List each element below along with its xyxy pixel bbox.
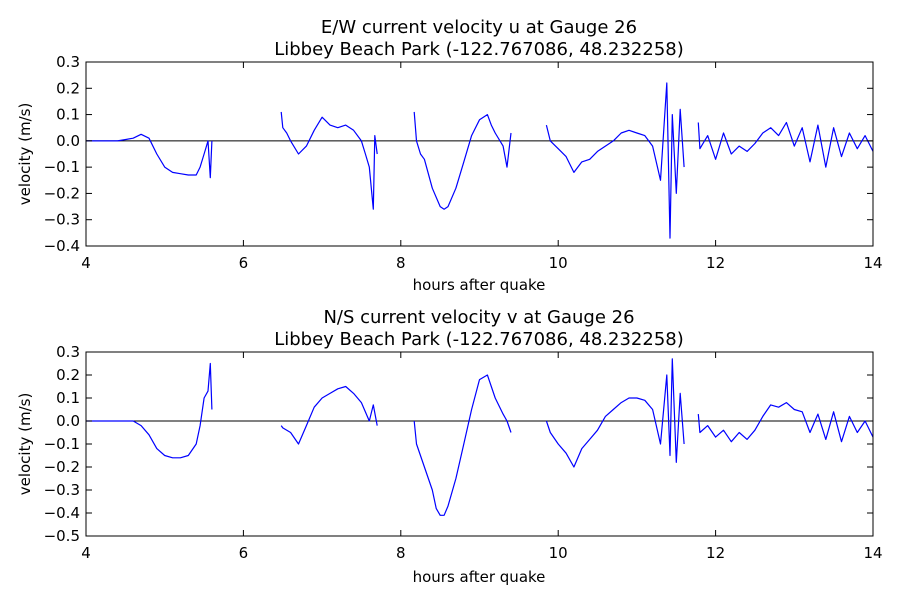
x-axis-label: hours after quake bbox=[413, 568, 546, 586]
y-tick-label: 0.3 bbox=[56, 343, 80, 361]
chart-subtitle: Libbey Beach Park (-122.767086, 48.23225… bbox=[274, 39, 684, 60]
x-tick-label: 8 bbox=[396, 544, 406, 562]
series-line-segment bbox=[545, 358, 685, 468]
y-tick-label: −0.3 bbox=[44, 481, 80, 499]
series-line-segment bbox=[280, 385, 378, 445]
x-tick-label: 12 bbox=[706, 254, 725, 272]
series-line-segment bbox=[697, 121, 874, 168]
y-tick-label: 0.2 bbox=[56, 79, 80, 97]
y-tick-label: −0.1 bbox=[44, 435, 80, 453]
series-line-segment bbox=[86, 362, 213, 459]
chart-subtitle: Libbey Beach Park (-122.767086, 48.23225… bbox=[274, 329, 684, 350]
x-tick-label: 8 bbox=[396, 254, 406, 272]
plot-frame bbox=[85, 61, 874, 247]
y-tick-label: 0.1 bbox=[56, 106, 80, 124]
y-tick-label: −0.5 bbox=[44, 527, 80, 545]
series-line-segment bbox=[413, 111, 512, 210]
chart-ew-velocity: E/W current velocity u at Gauge 26 Libbe… bbox=[16, 17, 883, 294]
x-tick-label: 10 bbox=[549, 544, 568, 562]
series-line-segment bbox=[86, 133, 213, 179]
y-tick-label: −0.4 bbox=[44, 504, 80, 522]
x-axis-label: hours after quake bbox=[413, 276, 546, 294]
y-tick-label: −0.2 bbox=[44, 184, 80, 202]
y-tick-label: 0.0 bbox=[56, 412, 80, 430]
x-tick-label: 6 bbox=[239, 254, 249, 272]
y-axis-label: velocity (m/s) bbox=[16, 103, 34, 206]
x-tick-label: 14 bbox=[863, 254, 882, 272]
y-tick-label: −0.2 bbox=[44, 458, 80, 476]
y-tick-label: 0.3 bbox=[56, 53, 80, 71]
x-tick-label: 14 bbox=[863, 544, 882, 562]
series-line-segment bbox=[413, 374, 512, 516]
y-tick-label: −0.4 bbox=[44, 237, 80, 255]
y-tick-label: −0.1 bbox=[44, 158, 80, 176]
y-tick-label: 0.0 bbox=[56, 132, 80, 150]
y-tick-label: −0.3 bbox=[44, 211, 80, 229]
y-tick-label: 0.2 bbox=[56, 366, 80, 384]
plot-area: 4 6 8 10 12 14 0.3 0.2 0.1 0.0 −0.1 −0.2 −0.3 −0.4 bbox=[44, 53, 883, 272]
plot-area: 4 6 8 10 12 14 0.3 0.2 0.1 0.0 −0.1 −0.2 −0.3 −0.4 −0.… bbox=[44, 343, 883, 562]
x-tick-label: 10 bbox=[549, 254, 568, 272]
y-tick-label: 0.1 bbox=[56, 389, 80, 407]
series-line-segment bbox=[280, 111, 378, 210]
x-tick-label: 12 bbox=[706, 544, 725, 562]
chart-title: N/S current velocity v at Gauge 26 bbox=[323, 307, 634, 328]
chart-ns-velocity: N/S current velocity v at Gauge 26 Libbe… bbox=[16, 307, 883, 586]
y-axis-label: velocity (m/s) bbox=[16, 393, 34, 496]
chart-title: E/W current velocity u at Gauge 26 bbox=[321, 17, 637, 38]
series-line-segment bbox=[545, 82, 685, 239]
x-tick-label: 4 bbox=[81, 254, 91, 272]
series-line-segment bbox=[697, 402, 874, 443]
x-tick-label: 6 bbox=[239, 544, 249, 562]
x-tick-label: 4 bbox=[81, 544, 91, 562]
